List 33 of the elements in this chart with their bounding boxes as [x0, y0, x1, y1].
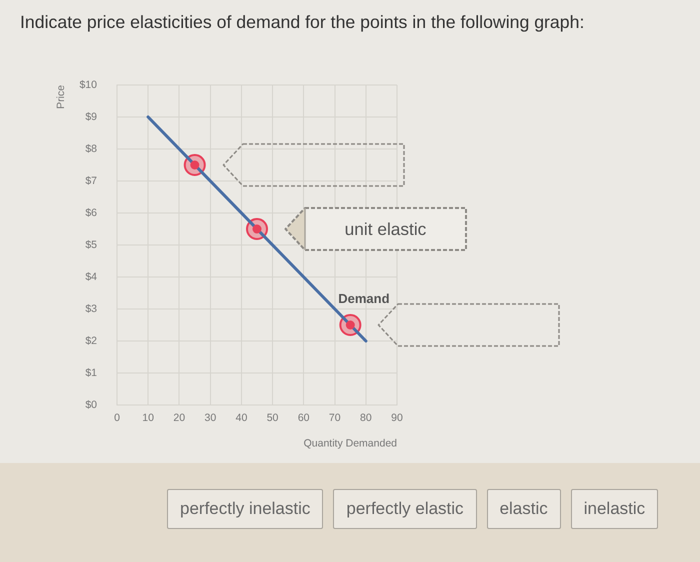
point	[184, 154, 206, 176]
y-tick-label: $9	[85, 110, 98, 123]
chart-title: Indicate price elasticities of demand for the points in the following graph:	[20, 12, 584, 33]
x-tick-label: 20	[173, 412, 186, 424]
x-tick-label: 90	[391, 412, 403, 424]
text: elastic	[486, 489, 561, 529]
y-tick-label: $1	[85, 366, 98, 379]
annotation: unit elastic	[305, 208, 466, 250]
x-tick-label: 80	[360, 412, 372, 424]
text: perfectly inelastic	[167, 489, 324, 529]
x-tick-label: 60	[298, 412, 310, 424]
y-tick-label: $6	[85, 206, 98, 219]
x-tick-label: 40	[236, 412, 248, 424]
x-tick-label: 30	[204, 412, 216, 424]
y-tick-label: $0	[85, 398, 98, 411]
x-tick-label: 70	[328, 412, 341, 424]
point	[339, 314, 362, 336]
x-axis-title: Quantity Demanded	[304, 438, 398, 450]
y-tick-label: $7	[85, 174, 98, 187]
text: inelastic	[570, 489, 658, 529]
y-axis-title: Price	[55, 84, 68, 109]
y-tick-label: $3	[85, 302, 98, 315]
y-tick-label: $10	[79, 78, 98, 91]
y-tick-label: $5	[85, 238, 98, 251]
x-tick-label: 0	[114, 412, 120, 424]
y-tick-label: $4	[85, 270, 98, 283]
point	[246, 218, 268, 240]
series-label: Demand	[338, 291, 390, 306]
x-tick-label: 50	[266, 412, 279, 424]
x-tick-label: 10	[142, 412, 154, 424]
y-tick-label: $8	[85, 142, 98, 155]
text: perfectly elastic	[333, 489, 477, 529]
y-tick-label: $2	[85, 334, 98, 347]
